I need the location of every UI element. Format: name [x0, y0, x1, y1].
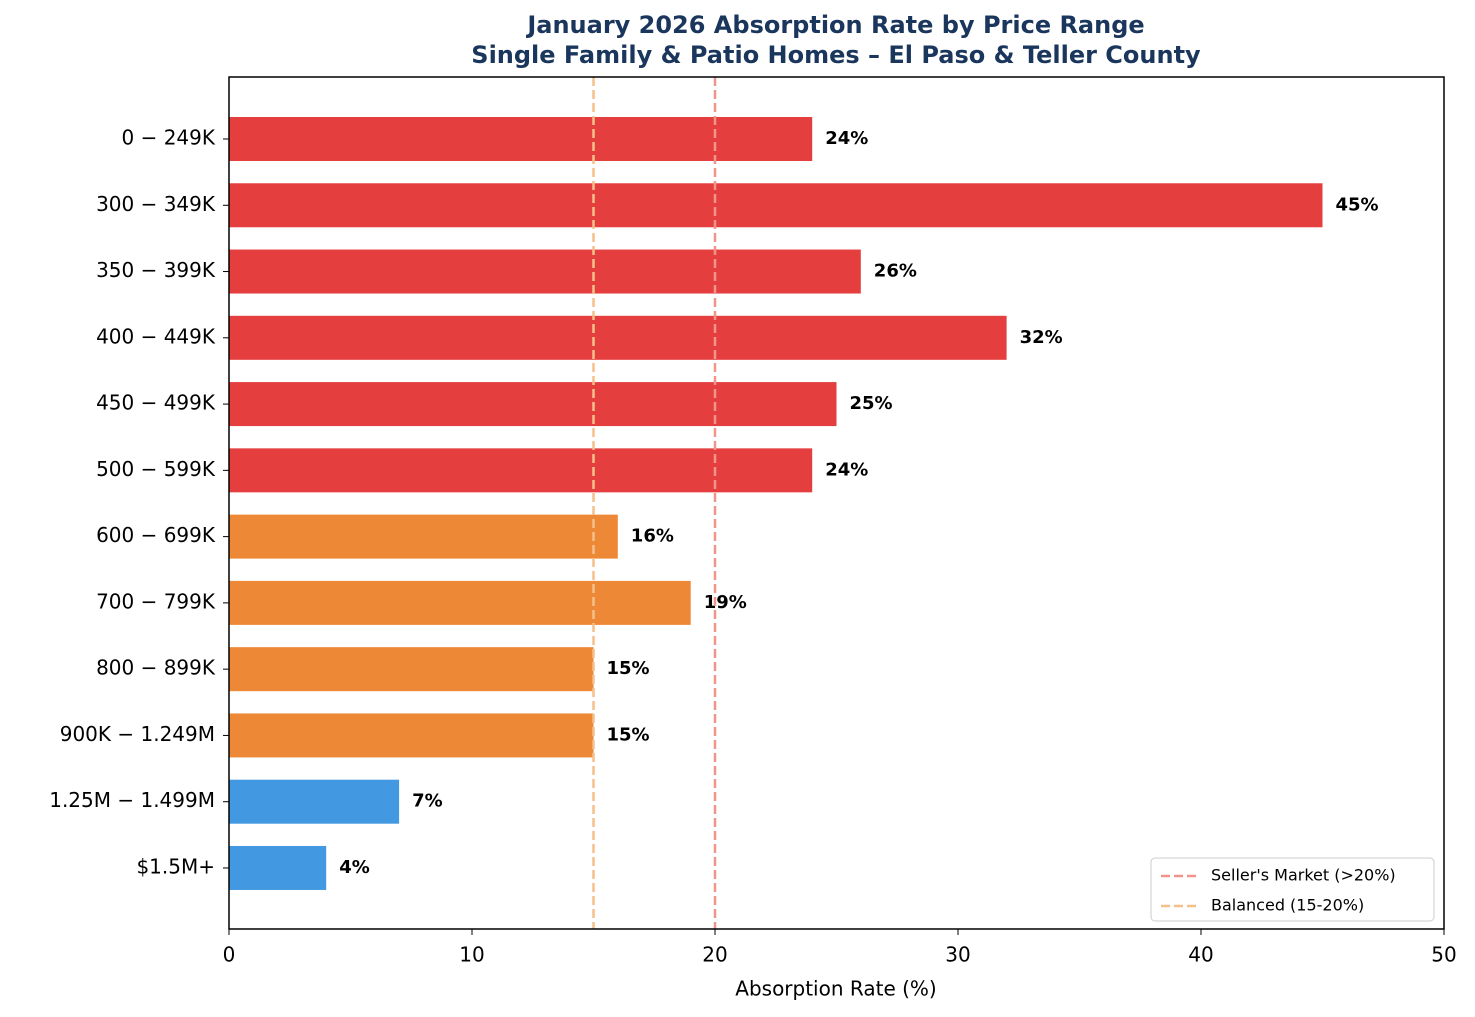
- x-tick-label: 40: [1188, 943, 1213, 967]
- bar: [229, 779, 400, 824]
- bar: [229, 249, 861, 294]
- y-tick-label: 500 − 599K: [96, 457, 216, 481]
- bar: [229, 514, 618, 559]
- bar: [229, 580, 691, 625]
- y-tick-label: 400 − 449K: [96, 324, 216, 348]
- legend-label: Seller's Market (>20%): [1211, 866, 1396, 885]
- value-label: 16%: [631, 526, 674, 547]
- value-label: 32%: [1020, 327, 1063, 348]
- x-axis-label: Absorption Rate (%): [735, 977, 936, 1001]
- value-label: 26%: [874, 261, 917, 282]
- value-label: 7%: [412, 791, 443, 812]
- y-tick-label: 0 − 249K: [122, 126, 216, 150]
- chart-subtitle: Single Family & Patio Homes – El Paso & …: [471, 41, 1201, 69]
- value-label: 45%: [1336, 194, 1379, 215]
- bar: [229, 315, 1007, 360]
- x-tick-label: 10: [459, 943, 484, 967]
- y-tick-label: 450 − 499K: [96, 391, 216, 415]
- value-label: 25%: [850, 393, 893, 414]
- value-label: 19%: [704, 592, 747, 613]
- chart-title: January 2026 Absorption Rate by Price Ra…: [525, 11, 1144, 39]
- x-tick-label: 50: [1431, 943, 1456, 967]
- legend-label: Balanced (15-20%): [1211, 896, 1364, 915]
- bar: [229, 117, 813, 161]
- value-label: 4%: [339, 857, 370, 878]
- y-tick-label: 900K − 1.249M: [60, 722, 215, 746]
- y-tick-label: 600 − 699K: [96, 523, 216, 547]
- bar: [229, 713, 594, 758]
- plot-frame: [228, 76, 1445, 930]
- bar: [229, 845, 327, 890]
- legend: [1150, 857, 1435, 922]
- value-label: 24%: [825, 128, 868, 149]
- value-label: 24%: [825, 459, 868, 480]
- x-tick-label: 30: [945, 943, 970, 967]
- y-tick-label: 1.25M − 1.499M: [49, 788, 215, 812]
- bar: [229, 382, 837, 427]
- y-tick-label: $1.5M+: [136, 854, 215, 878]
- bar: [229, 183, 1323, 228]
- bar: [229, 647, 594, 692]
- y-tick-label: 300 − 349K: [96, 192, 216, 216]
- value-label: 15%: [607, 658, 650, 679]
- bar: [229, 448, 813, 493]
- x-tick-label: 20: [702, 943, 727, 967]
- y-tick-label: 700 − 799K: [96, 589, 216, 613]
- value-label: 15%: [607, 724, 650, 745]
- x-tick-label: 0: [223, 943, 236, 967]
- y-tick-label: 350 − 399K: [96, 258, 216, 282]
- y-tick-label: 800 − 899K: [96, 656, 216, 680]
